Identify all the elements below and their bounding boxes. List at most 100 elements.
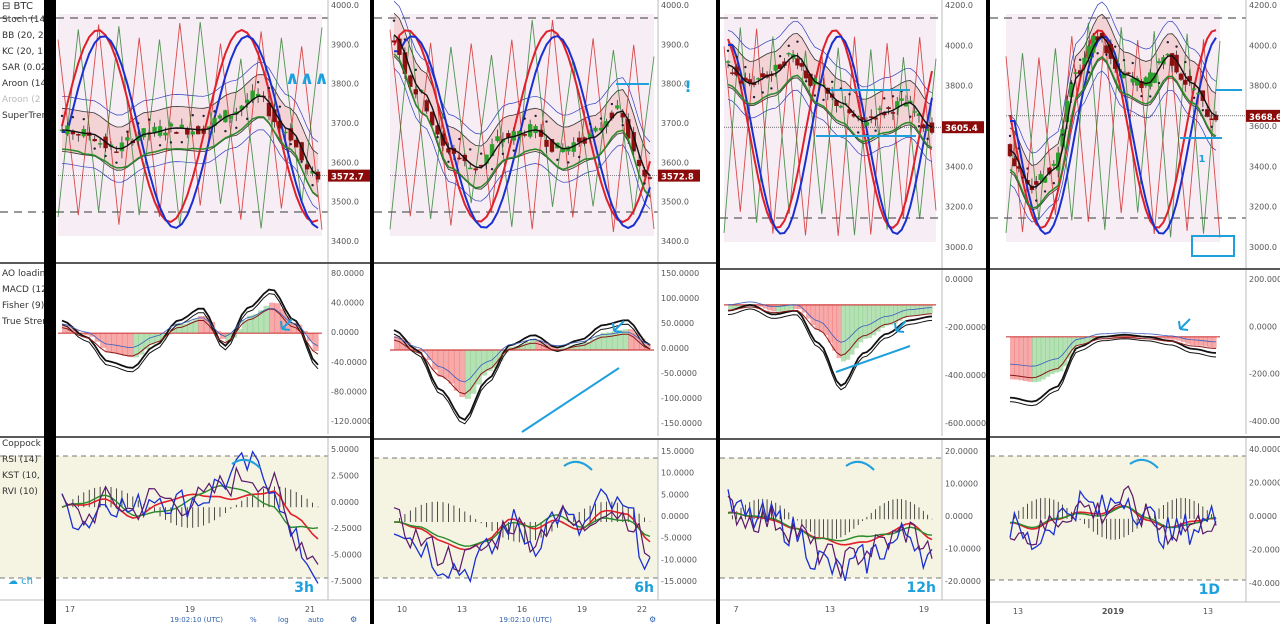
candle-body bbox=[777, 64, 783, 70]
curve-annotation bbox=[231, 458, 261, 469]
chart-svg[interactable]: 4000.0 3900.0 3800.0 3700.0 3600.0 3500.0 3400… bbox=[374, 0, 716, 624]
chart-svg[interactable]: 4200.04000.03800.03600.03400.03200.03000… bbox=[720, 0, 986, 624]
sar-dot bbox=[926, 137, 929, 141]
macd-histogram-bar bbox=[888, 304, 894, 325]
candle-body bbox=[730, 72, 735, 74]
indicator-label: True Stren bbox=[1, 317, 48, 327]
chart-panel-6h[interactable]: 4000.0 3900.0 3800.0 3700.0 3600.0 3500.0 3400… bbox=[374, 0, 716, 624]
osc-tick-label: -150.0000 bbox=[661, 419, 702, 428]
candle-body bbox=[484, 154, 489, 164]
macd-histogram-bar bbox=[426, 350, 433, 361]
candle-body bbox=[228, 116, 234, 119]
price-tick-label: 3800.0 bbox=[661, 80, 689, 89]
sar-dot bbox=[126, 130, 129, 133]
bot-tick-label: 10.0000 bbox=[661, 469, 694, 478]
bollinger-upper bbox=[1009, 13, 1217, 166]
bot-tick-label: 40.0000 bbox=[1249, 445, 1280, 454]
macd-histogram-bar bbox=[132, 333, 139, 358]
arrow-annotation bbox=[612, 320, 625, 333]
macd-histogram-bar bbox=[606, 332, 613, 350]
candle-body bbox=[522, 134, 527, 136]
stochastic-k-line bbox=[727, 29, 933, 230]
macd-histogram-bar bbox=[914, 304, 920, 316]
osc-tick-label: -50.0000 bbox=[661, 369, 697, 378]
price-tick-label: 3600.0 bbox=[1249, 122, 1277, 131]
tsi-line bbox=[1009, 337, 1217, 379]
osc-tick-label: 80.0000 bbox=[331, 269, 364, 278]
sar-dot bbox=[909, 115, 912, 118]
macd-line bbox=[727, 301, 933, 343]
macd-histogram-bar bbox=[268, 302, 276, 334]
bot-tick-label: 0.0000 bbox=[945, 512, 973, 521]
bollinger-upper bbox=[727, 33, 933, 106]
price-tick-label: 3000.0 bbox=[1249, 243, 1277, 252]
candle-body bbox=[446, 148, 451, 153]
macd-histogram-bar bbox=[1119, 335, 1125, 337]
chart-svg[interactable]: 4200.04000.03800.03600.03400.03200.03000… bbox=[990, 0, 1280, 624]
macd-histogram-bar bbox=[285, 316, 292, 334]
macd-histogram-bar bbox=[1198, 336, 1204, 346]
rvi-line bbox=[727, 495, 933, 578]
bot-tick-label: 0.0000 bbox=[1249, 512, 1277, 521]
price-tick-label: 3400.0 bbox=[1249, 162, 1277, 171]
macd-histogram-bar bbox=[736, 304, 742, 308]
candle-body bbox=[1209, 118, 1214, 121]
sar-dot bbox=[857, 131, 860, 134]
sar-dot bbox=[311, 184, 314, 187]
osc-tick-label: 0.0000 bbox=[661, 344, 689, 353]
bollinger-band-fill bbox=[394, 13, 650, 198]
candle-body bbox=[468, 167, 473, 170]
bot-tick-label: 15.0000 bbox=[661, 447, 694, 456]
indicator-label: KST (10, bbox=[2, 471, 40, 481]
candle-body bbox=[725, 61, 731, 63]
sar-dot bbox=[567, 161, 570, 164]
rsi-line bbox=[1009, 489, 1217, 551]
arrow-annotation bbox=[1178, 318, 1191, 331]
chart-svg[interactable]: 4000.0 3900.0 3800.0 3700.0 3600.0 3500.0 3400… bbox=[0, 0, 370, 624]
candle-body bbox=[1178, 73, 1184, 80]
time-tick-label: 19 bbox=[577, 605, 587, 614]
candle-body bbox=[185, 128, 190, 135]
macd-histogram-bar bbox=[819, 304, 825, 332]
macd-histogram-bar bbox=[83, 333, 90, 336]
macd-histogram-bar bbox=[827, 304, 833, 343]
price-tick-label: 4000.0 bbox=[1249, 41, 1277, 50]
macd-histogram-bar bbox=[448, 350, 455, 384]
macd-histogram-bar bbox=[1018, 336, 1024, 381]
macd-histogram-bar bbox=[143, 333, 150, 350]
chart-panel-3h[interactable]: 4000.0 3900.0 3800.0 3700.0 3600.0 3500.0 3400… bbox=[0, 0, 370, 624]
box-annotation bbox=[1191, 235, 1235, 257]
candle-body bbox=[1121, 73, 1127, 78]
sar-dot bbox=[1096, 52, 1099, 55]
price-tick-label: 3500.0 bbox=[661, 198, 689, 207]
sar-dot bbox=[147, 118, 151, 121]
sar-dot bbox=[469, 148, 472, 151]
macd-histogram-bar bbox=[1045, 336, 1051, 377]
sar-dot bbox=[1131, 61, 1134, 65]
time-tick-label: 21 bbox=[305, 605, 315, 614]
candle-body bbox=[851, 113, 857, 117]
macd-histogram-bar bbox=[775, 304, 781, 312]
indicator-label: Aroon (2 bbox=[2, 95, 40, 105]
candle-body bbox=[1156, 61, 1162, 64]
candle-body bbox=[1130, 78, 1135, 83]
chart-panel-1d[interactable]: 4200.0 4000.0 3800.0 3600.0 3400.0 3200.0 3000… bbox=[990, 0, 1280, 624]
sar-dot bbox=[588, 122, 592, 126]
candle-body bbox=[201, 128, 206, 134]
candle-body bbox=[1073, 72, 1078, 74]
macd-histogram-bar bbox=[823, 304, 829, 336]
price-tick-label: 3800.0 bbox=[331, 80, 359, 89]
chart-panel-12h[interactable]: 4200.04000.03800.03600.03400.03200.03000… bbox=[720, 0, 986, 624]
candle-body bbox=[1196, 92, 1201, 95]
candle-body bbox=[1069, 83, 1074, 98]
macd-histogram-bar bbox=[927, 304, 933, 314]
candle-body bbox=[277, 120, 283, 129]
price-tick-label: 3600.0 bbox=[661, 158, 689, 167]
price-tick-label: 3000.0 bbox=[945, 243, 973, 252]
rsi-line bbox=[393, 487, 651, 584]
macd-histogram-bar bbox=[771, 304, 777, 312]
moving-average-line bbox=[727, 54, 933, 128]
time-tick-label: 7 bbox=[733, 605, 738, 614]
macd-histogram-bar bbox=[241, 320, 248, 334]
moving-average-line bbox=[393, 34, 651, 177]
